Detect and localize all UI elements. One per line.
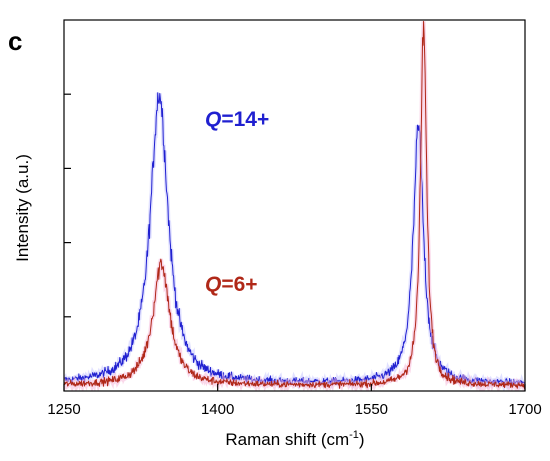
x-tick-label: 1700 (508, 401, 541, 418)
annotation-q6-italic: Q (205, 273, 221, 296)
plot-frame (63, 19, 526, 392)
y-axis-label: Intensity (a.u.) (13, 154, 32, 262)
panel-label: c (8, 26, 22, 56)
series-line-q14 (64, 92, 525, 387)
x-axis-label-superscript: -1 (349, 429, 359, 441)
x-axis-ticks: 1250 1400 1550 1700 (47, 384, 542, 418)
y-axis-ticks (64, 93, 71, 318)
x-axis-label-suffix: ) (359, 430, 365, 449)
annotation-q14: Q=14+ (205, 108, 269, 131)
annotation-q6-rest: =6+ (221, 273, 257, 296)
annotation-q14-rest: =14+ (221, 108, 269, 131)
x-tick-label: 1400 (201, 401, 234, 418)
x-axis-label: Raman shift (cm-1) (225, 429, 364, 449)
x-tick-label: 1250 (47, 401, 80, 418)
annotation-q14-italic: Q (205, 108, 221, 131)
annotation-q6: Q=6+ (205, 273, 258, 296)
series-line-q6 (64, 20, 525, 389)
x-axis-label-main: Raman shift (cm (225, 430, 349, 449)
x-tick-label: 1550 (355, 401, 388, 418)
